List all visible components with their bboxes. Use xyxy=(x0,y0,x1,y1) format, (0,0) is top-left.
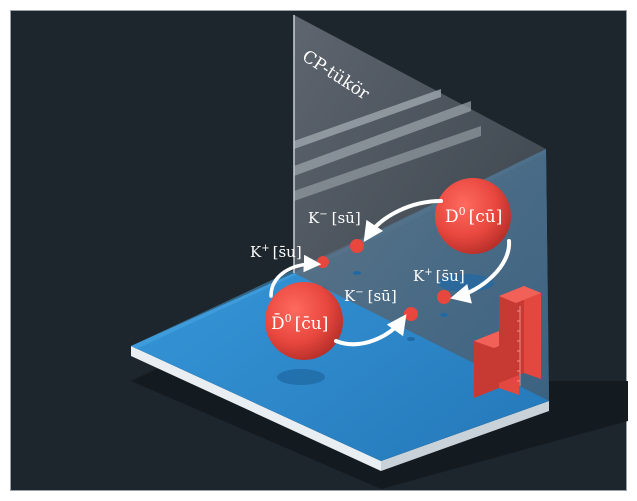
d0-ball xyxy=(435,178,511,254)
k-plus-left-ball xyxy=(317,256,329,268)
d0-label: D0 [cū] xyxy=(445,205,502,227)
mirror-stripe-1 xyxy=(294,89,441,149)
k-shadow-1 xyxy=(353,271,361,275)
mirror-stripe-3 xyxy=(294,126,481,201)
mirror-stripe-2 xyxy=(294,101,471,176)
k-minus-top-ball xyxy=(350,239,364,253)
k-minus-bottom-ball xyxy=(404,307,418,321)
floor-edge-right xyxy=(381,401,549,471)
k-plus-right-ball xyxy=(437,290,451,304)
arrow-d0bar-to-kplus xyxy=(269,254,322,298)
diagram-canvas: CP-tükör xyxy=(10,10,628,491)
d0bar-shadow xyxy=(277,369,325,385)
k-minus-top-label: K− [sū] xyxy=(308,209,361,227)
arrow-d0-to-kplus xyxy=(450,239,512,304)
k-minus-bottom-label: K− [sū] xyxy=(344,287,397,305)
k-plus-left-label: K+ [s̄u] xyxy=(250,243,302,261)
k-shadow-3 xyxy=(440,313,448,317)
cp-mirror-diagram: CP-tükör xyxy=(131,15,628,489)
arrow-d0bar-to-kminus xyxy=(334,314,407,347)
k-shadow-4 xyxy=(407,337,415,341)
k-plus-right-label: K+ [s̄u] xyxy=(413,267,465,285)
d0bar-label: D̄0 [c̄u] xyxy=(271,312,328,334)
d0bar-ball xyxy=(265,282,343,360)
floor-edge-left xyxy=(131,346,381,471)
arrow-d0-to-kminus xyxy=(363,199,443,242)
cp-mirror xyxy=(294,15,549,401)
histogram-icon xyxy=(474,286,541,398)
